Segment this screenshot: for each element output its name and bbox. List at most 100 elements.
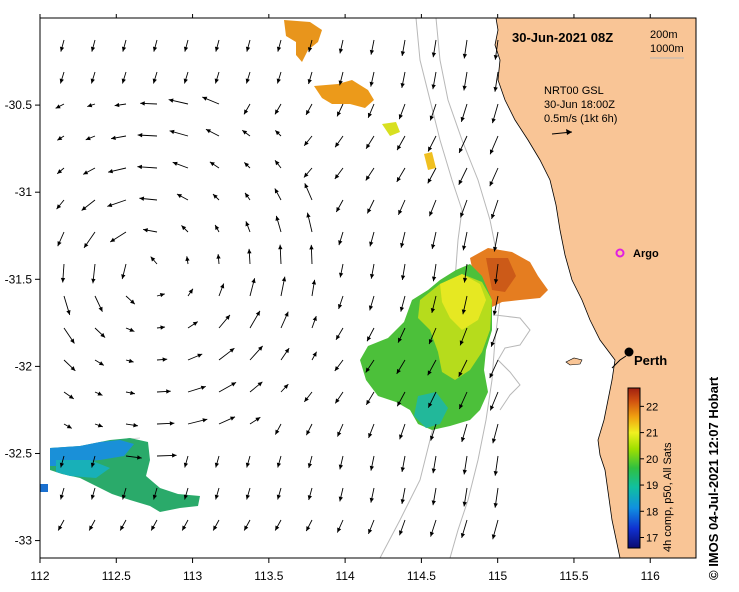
current-vector-head xyxy=(431,84,436,90)
current-vector-head xyxy=(181,225,187,231)
current-vector-head xyxy=(244,109,249,115)
current-vector-head xyxy=(169,129,175,135)
current-vector-head xyxy=(81,206,87,211)
current-vector-head xyxy=(400,242,405,248)
x-axis: 112 112.5 113 113.5 114 114.5 115 115.5 116 xyxy=(30,14,660,583)
current-vector-head xyxy=(197,353,203,358)
sst-patches xyxy=(40,20,548,512)
current-vector-head xyxy=(368,528,373,534)
x-tick-label: 113 xyxy=(183,569,202,583)
sst-patch-north xyxy=(284,20,322,62)
current-vector-head xyxy=(225,314,230,320)
current-vector-head xyxy=(396,368,401,374)
current-vector-head xyxy=(275,130,280,136)
current-vector-head xyxy=(121,274,126,280)
sst-patch-southwest-mid xyxy=(56,460,110,478)
current-vector-head xyxy=(98,361,104,366)
rottnest-island xyxy=(565,357,583,366)
current-vector-head xyxy=(111,135,116,141)
current-vector-head xyxy=(90,494,95,500)
current-vector-head xyxy=(335,142,340,148)
current-vector-head xyxy=(230,416,236,421)
current-vector-head xyxy=(275,525,280,531)
current-source-time: 30-Jun 18:00Z xyxy=(544,99,615,111)
argo-float-marker[interactable] xyxy=(615,248,625,258)
current-vector-head xyxy=(431,52,437,58)
perth-marker[interactable] xyxy=(624,347,634,357)
current-vector-head xyxy=(130,390,135,396)
map-frame xyxy=(39,17,697,559)
current-vector-head xyxy=(338,48,344,54)
current-vector-head xyxy=(247,248,252,254)
current-vector-head xyxy=(334,174,340,180)
current-vector-head xyxy=(400,275,406,280)
current-vector-head xyxy=(306,212,311,218)
current-vector-head xyxy=(57,169,63,174)
current-vector-head xyxy=(140,101,145,106)
current-vector-head xyxy=(304,183,309,189)
current-vector-head xyxy=(489,373,494,379)
current-vector-head xyxy=(137,455,142,460)
current-vector-head xyxy=(120,525,125,531)
current-vector-head xyxy=(139,196,145,201)
x-tick-label: 116 xyxy=(641,569,660,583)
current-vector-head xyxy=(162,357,168,362)
current-vector-head xyxy=(121,46,127,52)
current-vector-head xyxy=(213,525,218,531)
current-vector-head xyxy=(431,468,436,474)
current-vector-head xyxy=(337,111,342,117)
current-vector-head xyxy=(398,209,403,215)
current-vector-head xyxy=(462,85,467,91)
current-vector-head xyxy=(460,116,465,122)
current-vector-head xyxy=(490,341,495,347)
current-vector-head xyxy=(90,78,95,84)
current-vector-head xyxy=(185,256,190,262)
current-vector-head xyxy=(398,337,402,343)
colorbar-gradient xyxy=(627,387,641,549)
current-vector-head xyxy=(183,78,188,84)
current-vector-head xyxy=(429,211,434,217)
current-vector-head xyxy=(159,292,165,298)
sst-patch-north-2 xyxy=(314,80,374,108)
current-vector-head xyxy=(337,431,342,437)
current-vector-head xyxy=(493,502,498,508)
current-vector-head xyxy=(274,188,279,194)
current-vector-head xyxy=(66,424,72,429)
current-vector-head xyxy=(399,434,404,440)
y-tick-label: -32.5 xyxy=(5,446,33,460)
current-vector-head xyxy=(461,309,467,315)
current-vector-head xyxy=(245,192,250,198)
current-vector-head xyxy=(309,244,314,250)
current-vector-head xyxy=(339,272,344,278)
current-vector-head xyxy=(276,462,282,468)
x-tick-label: 112 xyxy=(30,569,49,583)
current-vector-head xyxy=(130,299,135,305)
colorbar-ticks: 17 18 19 20 21 22 xyxy=(640,401,658,545)
current-vector-head xyxy=(491,118,496,124)
current-vector-head xyxy=(137,164,143,170)
current-vector-head xyxy=(400,51,406,56)
current-vector-head xyxy=(214,462,220,468)
colorbar-tick-label: 17 xyxy=(646,533,658,545)
current-vector-head xyxy=(245,46,251,52)
current-vector-head xyxy=(245,494,250,500)
x-tick-label: 115.5 xyxy=(559,569,588,583)
current-vector-head xyxy=(209,161,215,167)
perth-marker-stem xyxy=(611,355,627,369)
current-vector-head xyxy=(255,310,260,316)
colorbar-tick-label: 19 xyxy=(646,480,658,492)
current-vector-head xyxy=(275,109,280,115)
current-vector-head xyxy=(183,462,189,468)
current-vector-head xyxy=(460,532,466,538)
current-vector-head xyxy=(276,494,281,500)
current-vector-head xyxy=(335,398,340,404)
x-tick-label: 112.5 xyxy=(102,569,131,583)
current-vector-head xyxy=(137,133,143,138)
current-vector-head xyxy=(284,311,289,317)
current-vector-head xyxy=(245,462,251,468)
current-vector-head xyxy=(367,336,372,342)
current-vector-head xyxy=(460,437,466,442)
current-vector-head xyxy=(311,279,317,285)
current-vector-head xyxy=(336,206,341,212)
